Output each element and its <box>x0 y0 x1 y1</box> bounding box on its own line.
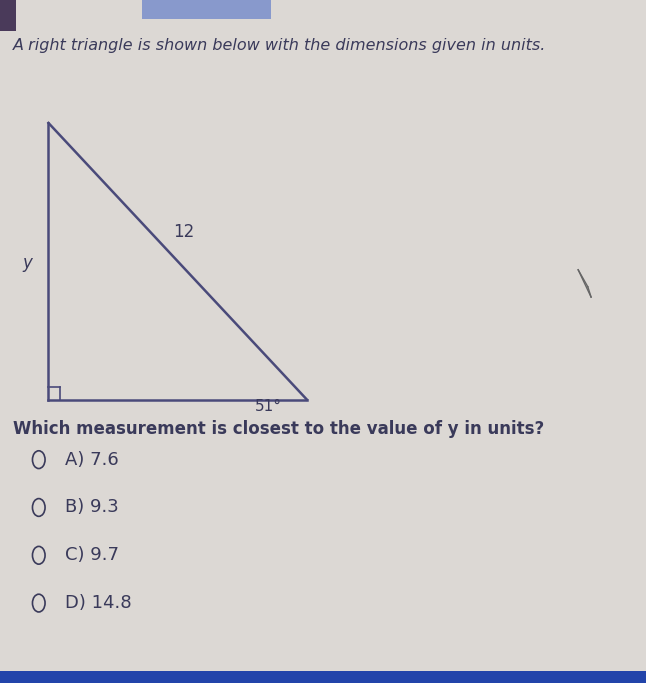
Bar <box>142 0 271 19</box>
Text: B) 9.3: B) 9.3 <box>65 499 118 516</box>
Text: Which measurement is closest to the value of y in units?: Which measurement is closest to the valu… <box>13 420 544 438</box>
Text: 12: 12 <box>174 223 194 241</box>
Bar <box>0 671 646 683</box>
Text: D) 14.8: D) 14.8 <box>65 594 131 612</box>
Text: A right triangle is shown below with the dimensions given in units.: A right triangle is shown below with the… <box>13 38 547 53</box>
Text: y: y <box>22 254 32 272</box>
Bar <box>0 0 16 31</box>
Text: C) 9.7: C) 9.7 <box>65 546 119 564</box>
Text: A) 7.6: A) 7.6 <box>65 451 118 469</box>
Text: 51°: 51° <box>255 399 282 414</box>
